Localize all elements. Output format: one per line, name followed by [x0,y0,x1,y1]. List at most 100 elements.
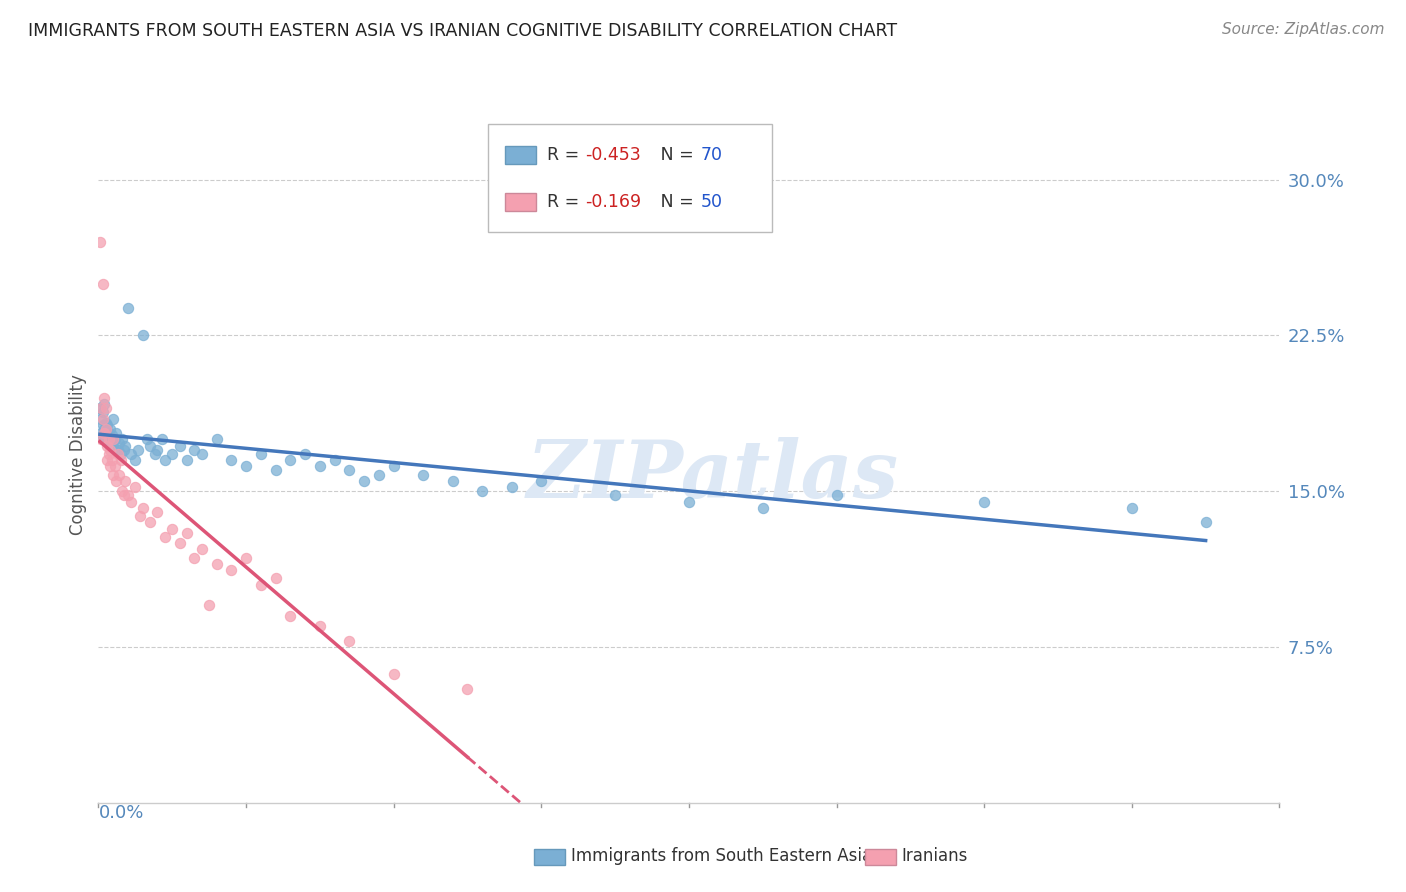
Point [94,422,117,436]
Point [93,426,115,441]
Point [91,277,114,291]
Point [114,439,136,453]
Text: -0.453: -0.453 [585,145,641,163]
Point [93,430,115,444]
Text: ZIPatlas: ZIPatlas [526,437,898,515]
Point [112,442,135,457]
Point [105,474,128,488]
Point [124,480,146,494]
Point [162,522,183,536]
Point [110,453,132,467]
Point [501,480,523,494]
Point [309,619,332,633]
Point [235,459,257,474]
Point [97,426,120,441]
Point [169,439,191,453]
Point [103,439,125,453]
Point [132,500,155,515]
Point [183,550,205,565]
Point [97,447,120,461]
Point [96,434,118,449]
Point [94,433,117,447]
Point [153,453,176,467]
Text: -0.169: -0.169 [585,193,641,211]
Point [91,433,114,447]
Point [139,439,162,453]
Point [412,467,434,482]
Point [153,530,176,544]
Point [111,433,134,447]
Point [94,416,117,430]
Point [91,417,114,432]
Point [162,447,183,461]
Point [205,433,228,447]
Point [98,422,121,436]
Point [93,422,115,436]
Point [120,494,142,508]
Point [191,447,214,461]
Point [111,484,134,499]
Point [353,474,375,488]
Text: R =: R = [547,193,585,211]
Text: 0.0%: 0.0% [98,804,143,822]
Point [108,467,131,482]
Point [100,453,122,467]
Point [97,430,120,444]
Point [176,525,198,540]
Point [136,433,159,447]
Point [108,436,131,450]
Text: N =: N = [644,145,699,163]
Text: Source: ZipAtlas.com: Source: ZipAtlas.com [1222,22,1385,37]
Point [120,447,142,461]
Text: 70: 70 [700,145,723,163]
Point [337,633,360,648]
Point [250,578,273,592]
Text: R =: R = [547,145,585,163]
Point [368,467,391,482]
Point [100,428,122,442]
Point [309,459,332,474]
Point [117,488,139,502]
Point [128,509,150,524]
Point [146,442,169,457]
Point [530,474,553,488]
Point [124,453,146,467]
Point [150,433,173,447]
Point [235,550,257,565]
Point [176,453,198,467]
Point [89,401,111,416]
Point [90,401,112,416]
Text: IMMIGRANTS FROM SOUTH EASTERN ASIA VS IRANIAN COGNITIVE DISABILITY CORRELATION C: IMMIGRANTS FROM SOUTH EASTERN ASIA VS IR… [28,22,897,40]
Point [250,447,273,461]
Text: Immigrants from South Eastern Asia: Immigrants from South Eastern Asia [571,847,872,865]
Point [110,447,132,461]
Point [93,391,115,405]
Point [105,426,128,441]
Point [219,563,242,577]
Point [98,442,121,457]
Point [90,411,112,425]
Point [117,301,139,316]
Point [264,572,287,586]
Text: N =: N = [644,193,699,211]
Point [456,681,478,696]
Y-axis label: Cognitive Disability: Cognitive Disability [69,375,87,535]
Point [1195,516,1218,530]
Point [678,494,700,508]
Point [198,599,221,613]
Point [127,442,149,457]
Point [294,447,316,461]
Point [98,459,121,474]
Point [112,488,135,502]
Point [107,442,129,457]
Point [605,488,627,502]
Point [751,500,773,515]
Text: 50: 50 [700,193,723,211]
Point [98,436,121,450]
Point [139,516,162,530]
Point [191,542,214,557]
Point [146,505,169,519]
Point [169,536,191,550]
Point [96,453,118,467]
Point [471,484,494,499]
